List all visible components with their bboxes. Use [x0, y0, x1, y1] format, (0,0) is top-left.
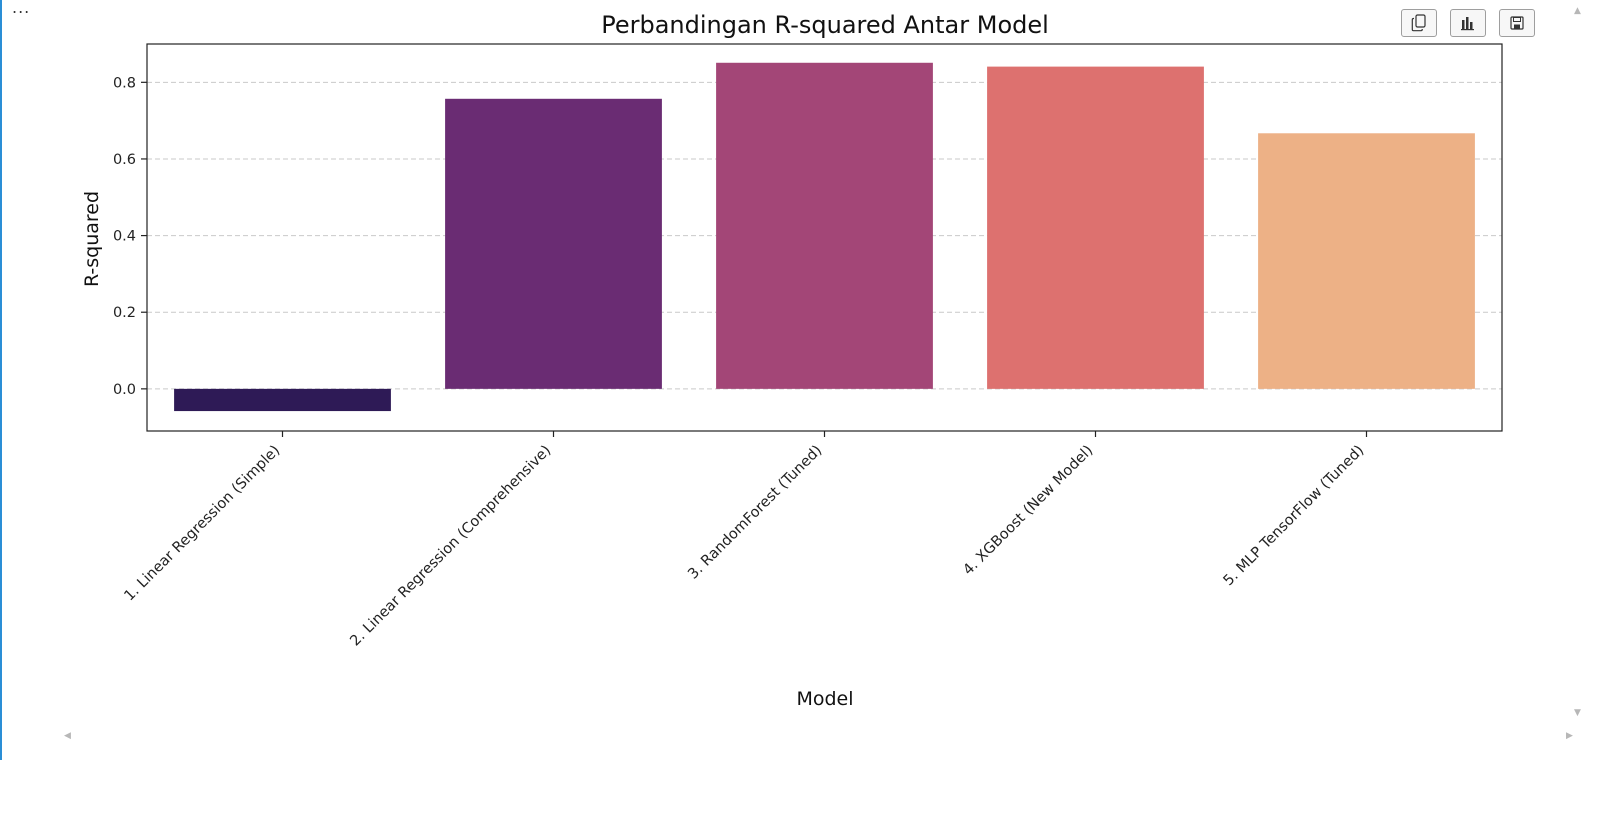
- scroll-down-arrow-icon[interactable]: ▼: [1574, 708, 1581, 718]
- y-axis-ticks: 0.0 0.2 0.4 0.6 0.8: [113, 75, 147, 398]
- cell-focus-indicator: [0, 0, 2, 760]
- x-tick-label: 5. MLP TensorFlow (Tuned): [1221, 443, 1368, 590]
- scroll-right-arrow-icon[interactable]: ▶: [1566, 731, 1573, 741]
- x-axis-ticks: 1. Linear Regression (Simple) 2. Linear R…: [121, 431, 1367, 649]
- bar: [174, 388, 391, 412]
- save-button[interactable]: [1499, 9, 1535, 37]
- chart-button[interactable]: [1450, 9, 1486, 37]
- x-tick-label: 3. RandomForest (Tuned): [685, 443, 825, 583]
- save-icon: [1510, 16, 1524, 30]
- x-tick-label: 4. XGBoost (New Model): [960, 443, 1096, 579]
- x-axis-label: Model: [796, 688, 853, 710]
- copy-button[interactable]: [1401, 9, 1437, 37]
- output-overflow-indicator[interactable]: ...: [12, 0, 31, 17]
- chart-icon: [1461, 17, 1474, 31]
- y-tick-label: 0.6: [113, 152, 136, 168]
- scroll-up-arrow-icon[interactable]: ▲: [1574, 6, 1581, 16]
- y-axis-label: R-squared: [81, 191, 103, 287]
- y-tick-label: 0.8: [113, 75, 136, 91]
- bar: [987, 66, 1204, 389]
- y-tick-label: 0.0: [113, 382, 136, 398]
- x-tick-label: 2. Linear Regression (Comprehensive): [347, 443, 554, 650]
- scroll-left-arrow-icon[interactable]: ◀: [64, 731, 71, 741]
- chart-title: Perbandingan R-squared Antar Model: [601, 11, 1049, 39]
- bar: [1258, 133, 1475, 389]
- bars: [174, 62, 1475, 412]
- copy-icon: [1411, 14, 1426, 32]
- x-tick-label: 1. Linear Regression (Simple): [121, 443, 283, 605]
- y-tick-label: 0.2: [113, 305, 136, 321]
- bar: [445, 98, 662, 389]
- bar: [716, 62, 933, 389]
- y-tick-label: 0.4: [113, 229, 136, 245]
